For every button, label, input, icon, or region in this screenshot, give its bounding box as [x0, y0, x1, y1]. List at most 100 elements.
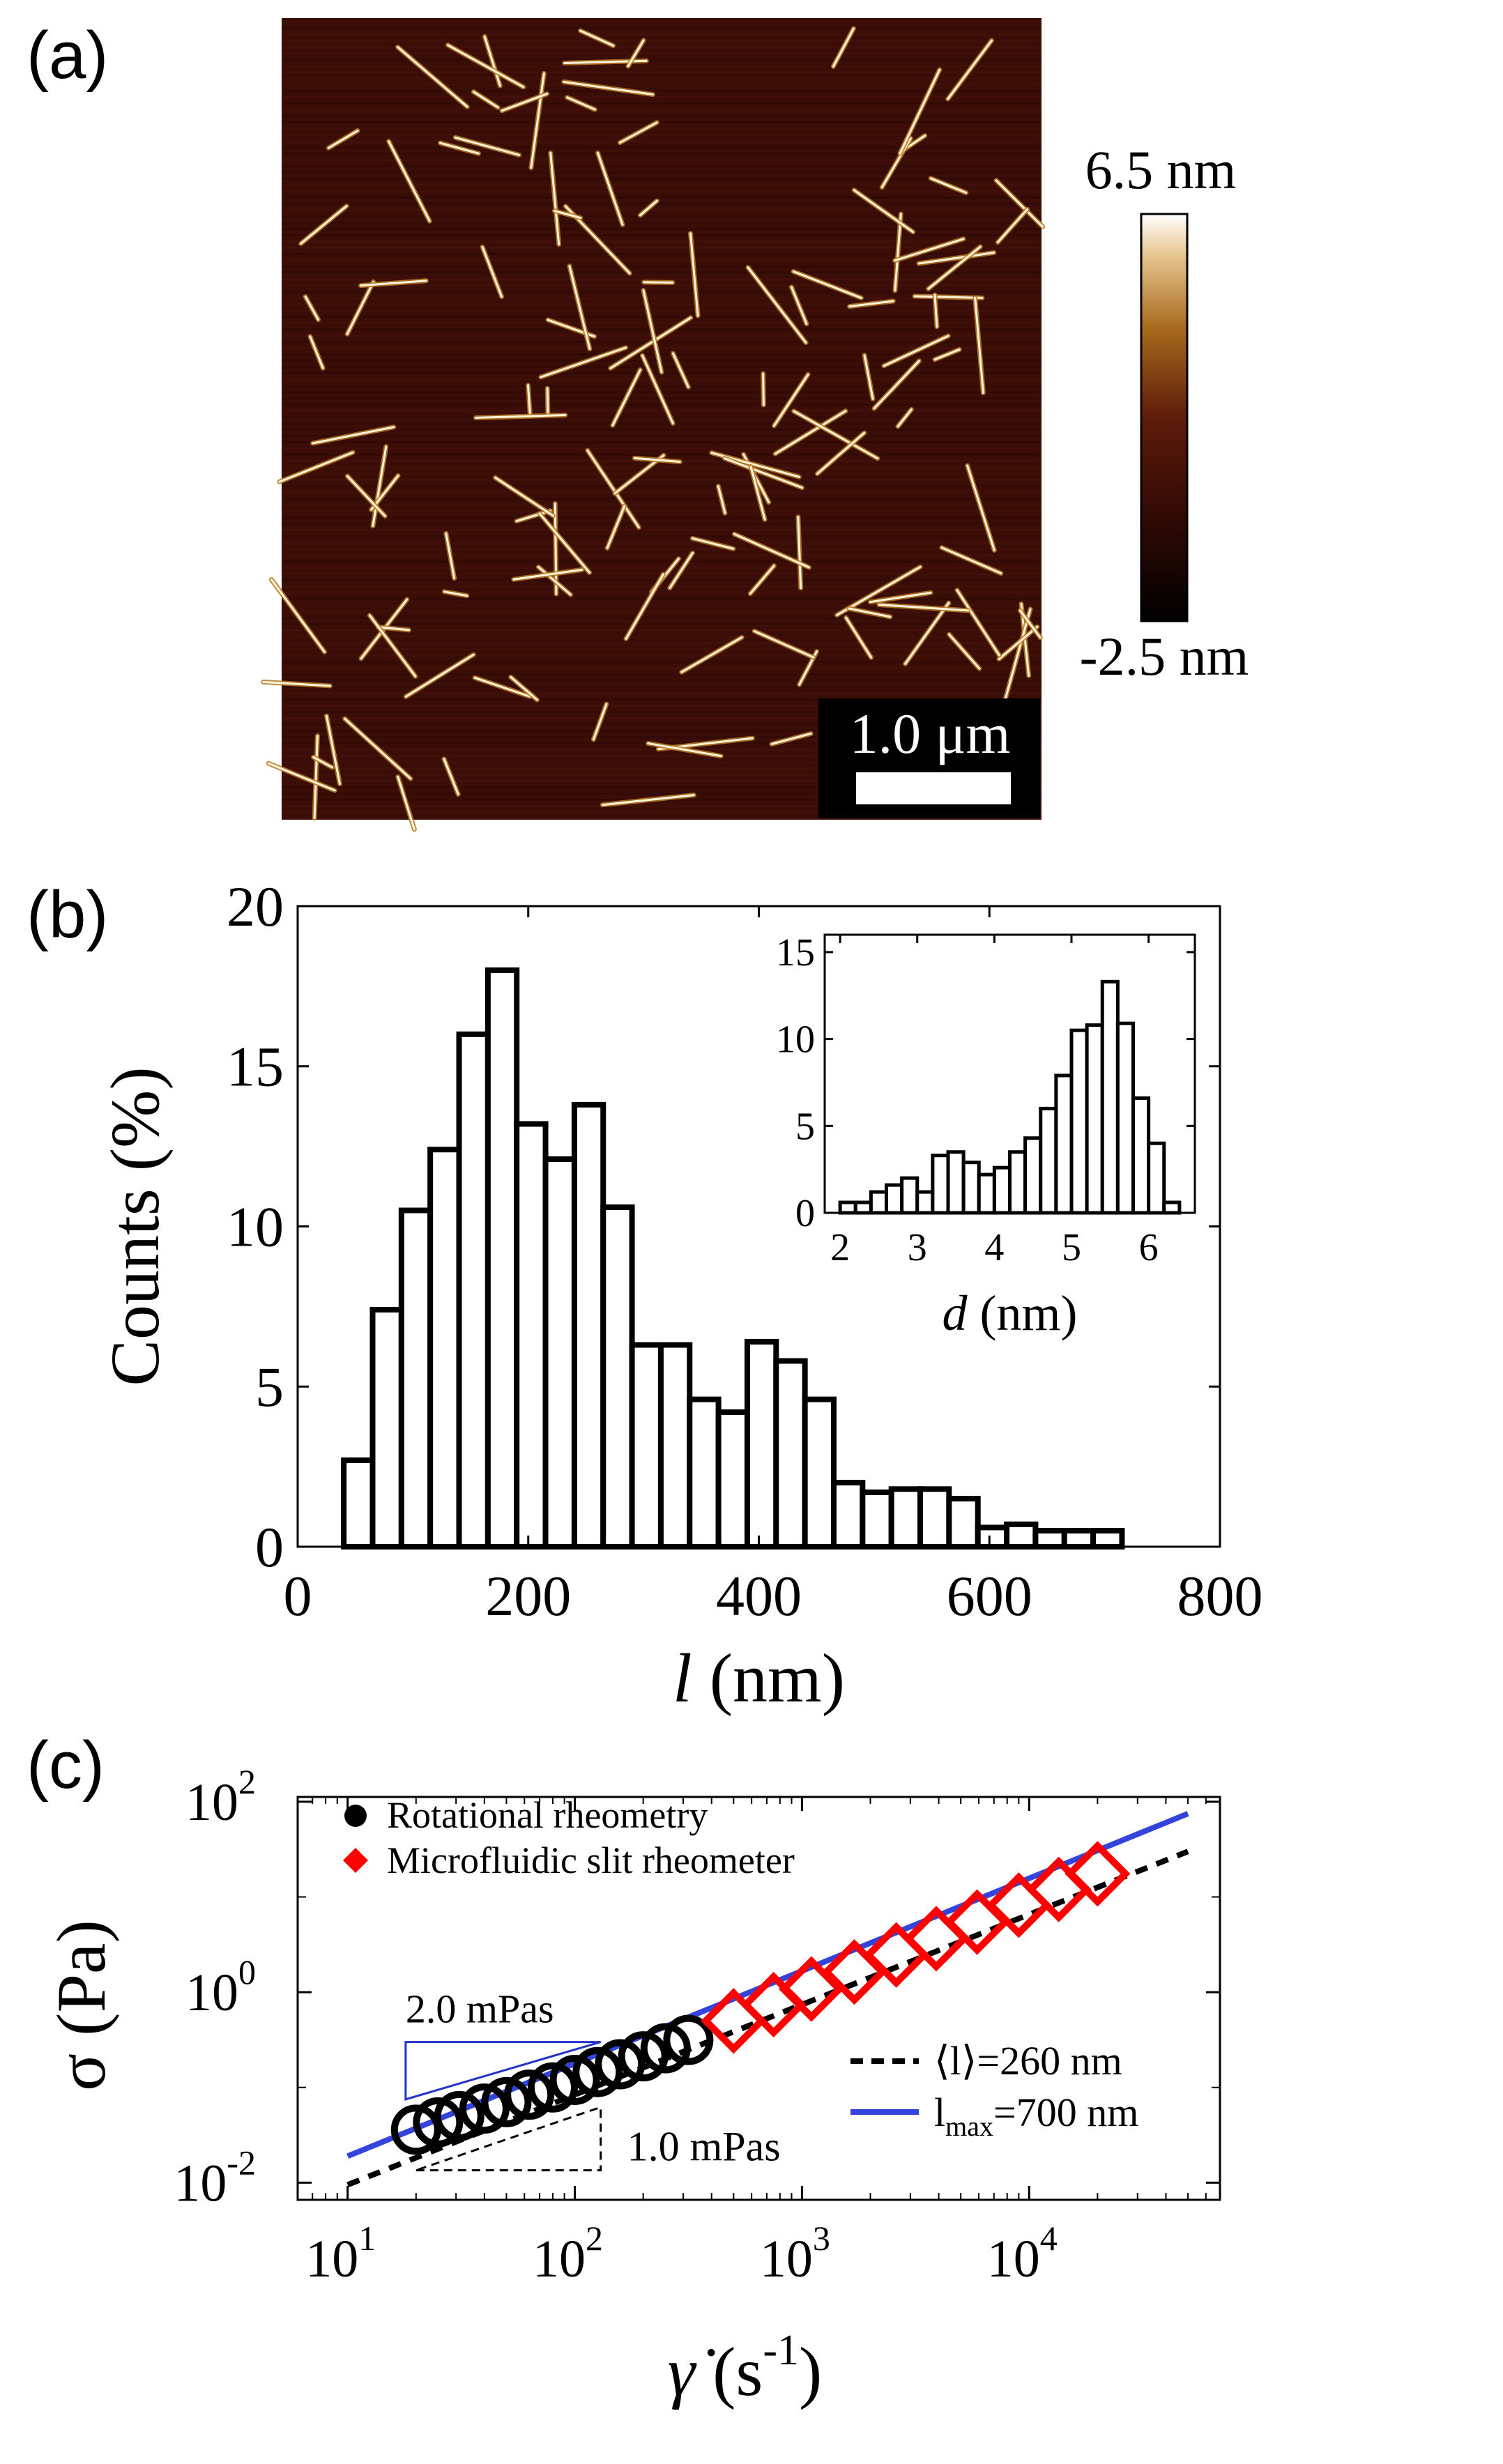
afm-scan-line	[282, 52, 1042, 54]
afm-fibril	[376, 626, 411, 632]
histogram-bar	[657, 1342, 693, 1549]
colorbar: 6.5 nm -2.5 nm	[1080, 139, 1249, 687]
histogram-bar	[915, 1190, 935, 1215]
afm-fibril	[995, 179, 1044, 228]
afm-scan-line	[282, 134, 1042, 136]
afm-fibril	[894, 238, 965, 262]
afm-scan-line	[282, 422, 1042, 424]
histogram-bar	[1162, 1200, 1182, 1215]
afm-fibril	[691, 537, 735, 550]
x-tick-label: 103	[760, 2219, 830, 2288]
afm-scan-line	[282, 636, 1042, 638]
afm-fibril	[563, 80, 654, 96]
histogram-bar	[1090, 1528, 1125, 1549]
x-axis-label-symbol: d	[943, 1285, 968, 1341]
afm-fibril	[792, 270, 862, 299]
afm-scan-line	[282, 215, 1042, 217]
y-tick-label-exp: -2	[227, 2143, 256, 2182]
afm-fibril	[899, 68, 941, 155]
afm-scan-line	[282, 516, 1042, 519]
histogram-bar	[427, 1147, 462, 1549]
afm-scan-line	[282, 611, 1042, 613]
afm-fibril	[404, 653, 475, 698]
afm-scan-line	[282, 629, 1042, 632]
afm-fibril	[344, 717, 412, 780]
afm-scan-line	[282, 59, 1042, 61]
histogram-bar	[946, 1150, 966, 1215]
afm-scan-line	[282, 240, 1042, 243]
y-tick-label-base: 10	[185, 1773, 238, 1832]
afm-fibril	[568, 265, 591, 351]
y-tick-label: 0	[795, 1192, 815, 1235]
afm-scan-line	[282, 604, 1042, 606]
afm-scan-line	[282, 347, 1042, 349]
x-tick-label: 5	[1062, 1226, 1081, 1269]
afm-scan-line	[282, 109, 1042, 111]
afm-scan-line	[282, 542, 1042, 544]
histogram-bar	[961, 1161, 981, 1215]
afm-fibril	[641, 354, 674, 424]
afm-fibril	[753, 629, 815, 659]
histogram-bar	[773, 1358, 808, 1549]
afm-fibril	[439, 141, 480, 155]
histogram-bar	[977, 1172, 996, 1215]
afm-fibril	[618, 121, 658, 144]
afm-fibril	[947, 633, 981, 670]
afm-scan-line	[282, 479, 1042, 481]
slope-triangle-1-mpas	[415, 2106, 602, 2172]
afm-scan-line	[282, 705, 1042, 707]
legend-marker-rotational	[344, 1805, 367, 1827]
afm-fibril	[601, 794, 695, 806]
afm-scan-line	[282, 209, 1042, 211]
afm-fibril	[388, 140, 431, 222]
afm-scan-line	[282, 767, 1042, 770]
x-tick-label: 102	[533, 2219, 603, 2288]
histogram-bar	[1054, 1073, 1074, 1215]
afm-fibril	[592, 703, 608, 741]
x-tick-label: 400	[716, 1564, 802, 1628]
afm-scan-line	[282, 529, 1042, 531]
afm-fibril	[647, 742, 722, 758]
afm-fibril	[510, 675, 538, 701]
afm-scan-line	[282, 523, 1042, 525]
histogram-bar	[1131, 1096, 1151, 1215]
afm-fibril	[454, 136, 521, 156]
afm-scan-line	[282, 680, 1042, 682]
afm-scan-line	[282, 278, 1042, 280]
y-tick-label: 20	[227, 875, 284, 938]
afm-scan-line	[282, 171, 1042, 174]
afm-scan-line	[282, 755, 1042, 757]
x-tick-label: 3	[908, 1226, 927, 1269]
histogram-bar	[600, 1204, 635, 1550]
colorbar-min-label: -2.5 nm	[1080, 626, 1249, 687]
afm-fibril	[472, 91, 499, 109]
afm-fibril	[445, 532, 456, 580]
histogram-bar	[542, 1156, 577, 1549]
afm-fibril	[774, 410, 847, 455]
afm-scan-line	[282, 491, 1042, 493]
afm-scan-line	[282, 661, 1042, 663]
afm-fibril	[346, 475, 386, 517]
afm-scan-line	[282, 178, 1042, 180]
histogram-bar	[900, 1176, 920, 1215]
afm-fibril	[627, 39, 645, 68]
afm-scan-line	[282, 510, 1042, 512]
x-tick-label: 2	[830, 1226, 850, 1269]
afm-scan-line	[282, 203, 1042, 205]
afm-fibril	[586, 449, 640, 529]
afm-scan-line	[282, 761, 1042, 763]
afm-fibril	[313, 735, 319, 820]
afm-fibril	[262, 680, 332, 687]
afm-fibril	[606, 505, 626, 549]
afm-scan-line	[282, 228, 1042, 230]
afm-scan-line	[282, 27, 1042, 29]
data-point-rotational	[618, 2031, 669, 2082]
afm-scan-line	[282, 692, 1042, 694]
histogram-bar	[1023, 1136, 1043, 1215]
y-tick-label: 15	[227, 1035, 284, 1099]
x-tick-label-base: 10	[760, 2230, 813, 2288]
afm-scan-line	[282, 153, 1042, 155]
data-point-rotational	[595, 2039, 646, 2090]
afm-scan-line	[282, 33, 1042, 36]
